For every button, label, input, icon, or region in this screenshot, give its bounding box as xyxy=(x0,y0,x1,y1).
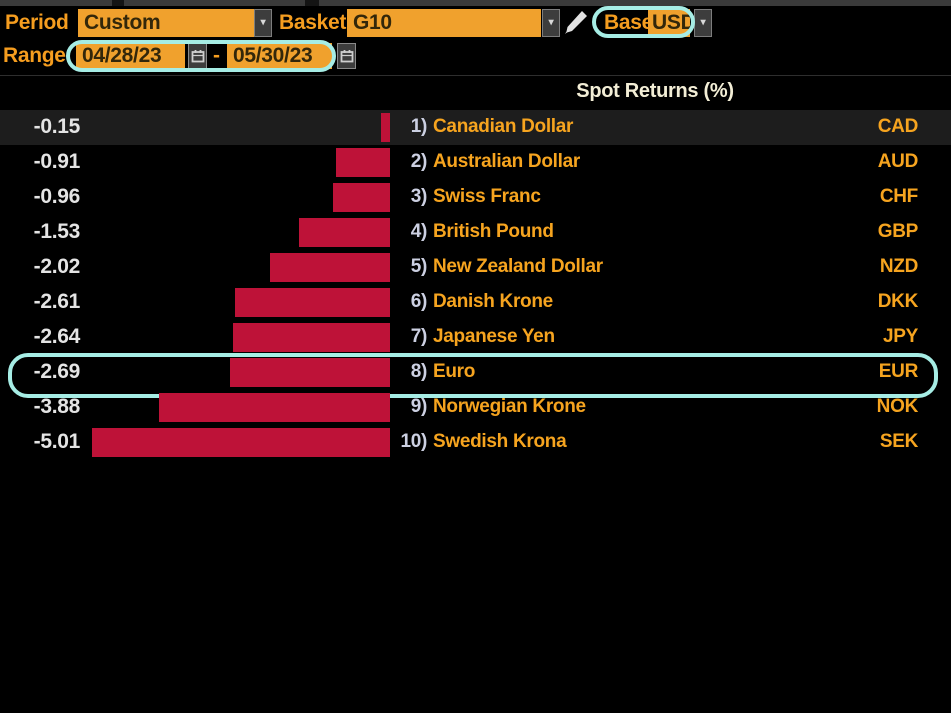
table-row[interactable]: -3.88 9) Norwegian Krone NOK xyxy=(0,390,951,425)
row-rank: 1) xyxy=(410,116,428,137)
table-row[interactable]: -2.61 6) Danish Krone DKK xyxy=(0,285,951,320)
range-end-input[interactable]: 05/30/23 xyxy=(227,43,332,69)
range-end-calendar-button[interactable] xyxy=(337,43,356,69)
row-rank: 2) xyxy=(410,151,428,172)
range-label: Range xyxy=(3,44,66,67)
row-code: AUD xyxy=(877,151,919,172)
row-value: -5.01 xyxy=(33,430,81,453)
row-code: CAD xyxy=(877,116,919,137)
base-select[interactable]: USD xyxy=(648,9,690,37)
header-separator-line xyxy=(0,75,951,76)
table-row[interactable]: -5.01 10) Swedish Krona SEK xyxy=(0,425,951,460)
return-bar xyxy=(233,323,390,352)
basket-select[interactable]: G10 xyxy=(347,9,541,37)
row-code: GBP xyxy=(877,221,919,242)
row-name: Euro xyxy=(433,361,476,382)
calendar-icon xyxy=(340,50,353,63)
row-name: Norwegian Krone xyxy=(433,396,586,417)
edit-pencil-icon[interactable] xyxy=(561,8,589,36)
row-name: Swiss Franc xyxy=(433,186,541,207)
row-rank: 5) xyxy=(410,256,428,277)
table-row[interactable]: -2.64 7) Japanese Yen JPY xyxy=(0,320,951,355)
table-title: Spot Returns (%) xyxy=(576,80,734,102)
table-row[interactable]: -1.53 4) British Pound GBP xyxy=(0,215,951,250)
row-value: -3.88 xyxy=(33,395,81,418)
table-row[interactable]: -0.15 1) Canadian Dollar CAD xyxy=(0,110,951,145)
return-bar xyxy=(333,183,390,212)
row-name: Danish Krone xyxy=(433,291,553,312)
row-rank: 9) xyxy=(410,396,428,417)
return-bar xyxy=(299,218,390,247)
return-bar xyxy=(381,113,390,142)
row-code: NZD xyxy=(879,256,918,277)
calendar-icon xyxy=(191,50,204,63)
period-dropdown-button[interactable]: ▾ xyxy=(254,9,272,37)
range-start-calendar-button[interactable] xyxy=(188,43,207,69)
return-bar xyxy=(92,428,390,457)
row-name: New Zealand Dollar xyxy=(433,256,603,277)
row-value: -0.91 xyxy=(33,150,81,173)
row-rank: 7) xyxy=(410,326,428,347)
row-code: SEK xyxy=(879,431,918,452)
table-row[interactable]: -2.02 5) New Zealand Dollar NZD xyxy=(0,250,951,285)
row-rank: 4) xyxy=(410,221,428,242)
row-code: CHF xyxy=(879,186,918,207)
row-name: Swedish Krona xyxy=(433,431,567,452)
range-separator: - xyxy=(213,44,220,67)
row-name: Canadian Dollar xyxy=(433,116,574,137)
row-value: -2.69 xyxy=(33,360,81,383)
row-value: -1.53 xyxy=(33,220,81,243)
row-code: DKK xyxy=(877,291,919,312)
row-value: -2.02 xyxy=(33,255,81,278)
table-row[interactable]: -0.96 3) Swiss Franc CHF xyxy=(0,180,951,215)
basket-label: Basket xyxy=(279,11,347,34)
range-start-input[interactable]: 04/28/23 xyxy=(76,43,185,69)
period-label: Period xyxy=(5,11,69,34)
row-value: -0.15 xyxy=(33,115,81,138)
row-code: NOK xyxy=(876,396,919,417)
return-bar xyxy=(230,358,390,387)
table-row[interactable]: -0.91 2) Australian Dollar AUD xyxy=(0,145,951,180)
row-rank: 10) xyxy=(400,431,427,452)
row-code: JPY xyxy=(882,326,918,347)
base-label: Base xyxy=(604,11,654,34)
row-rank: 6) xyxy=(410,291,428,312)
row-name: British Pound xyxy=(433,221,554,242)
row-rank: 8) xyxy=(410,361,428,382)
row-code: EUR xyxy=(878,361,919,382)
table-row[interactable]: -2.69 8) Euro EUR xyxy=(0,353,951,398)
base-dropdown-button[interactable]: ▾ xyxy=(694,9,712,37)
row-name: Australian Dollar xyxy=(433,151,580,172)
row-value: -2.61 xyxy=(33,290,81,313)
row-rank: 3) xyxy=(410,186,428,207)
return-bar xyxy=(336,148,390,177)
return-bar xyxy=(235,288,390,317)
row-value: -0.96 xyxy=(33,185,81,208)
row-name: Japanese Yen xyxy=(433,326,555,347)
basket-dropdown-button[interactable]: ▾ xyxy=(542,9,560,37)
top-edge-strip xyxy=(0,0,951,6)
row-value: -2.64 xyxy=(33,325,81,348)
spot-returns-table: -0.15 1) Canadian Dollar CAD -0.91 2) Australi… xyxy=(0,110,951,460)
return-bar xyxy=(270,253,390,282)
period-select[interactable]: Custom xyxy=(78,9,254,37)
return-bar xyxy=(159,393,390,422)
